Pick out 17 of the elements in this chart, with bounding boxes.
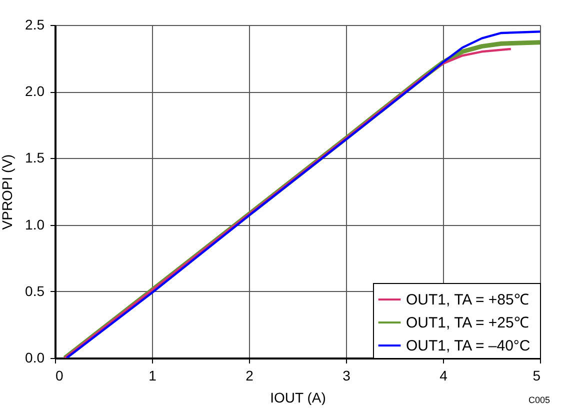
y-tick-label: 1.0 xyxy=(25,216,45,232)
y-tick-label: 2.5 xyxy=(25,16,45,32)
text: C005 xyxy=(528,395,550,405)
y-tick-label: 1.5 xyxy=(25,150,45,166)
legend-label: OUT1, TA = +85℃ xyxy=(406,292,529,308)
legend-label: OUT1, TA = –40°C xyxy=(406,338,530,354)
x-tick-label: 5 xyxy=(532,368,541,384)
x-tick-label: 0 xyxy=(56,368,64,384)
x-tick-label: 3 xyxy=(342,368,351,384)
x-tick-label: 1 xyxy=(148,368,157,384)
y-tick-label: 0.0 xyxy=(25,350,45,366)
y-tick-label: 0.5 xyxy=(25,282,45,299)
y-axis-title: VPROPI (V) xyxy=(0,154,16,230)
x-tick-label: 2 xyxy=(246,368,254,384)
legend-label: OUT1, TA = +25℃ xyxy=(406,314,529,332)
y-tick-label: 2.0 xyxy=(25,83,45,100)
x-tick-label: 4 xyxy=(440,368,448,384)
